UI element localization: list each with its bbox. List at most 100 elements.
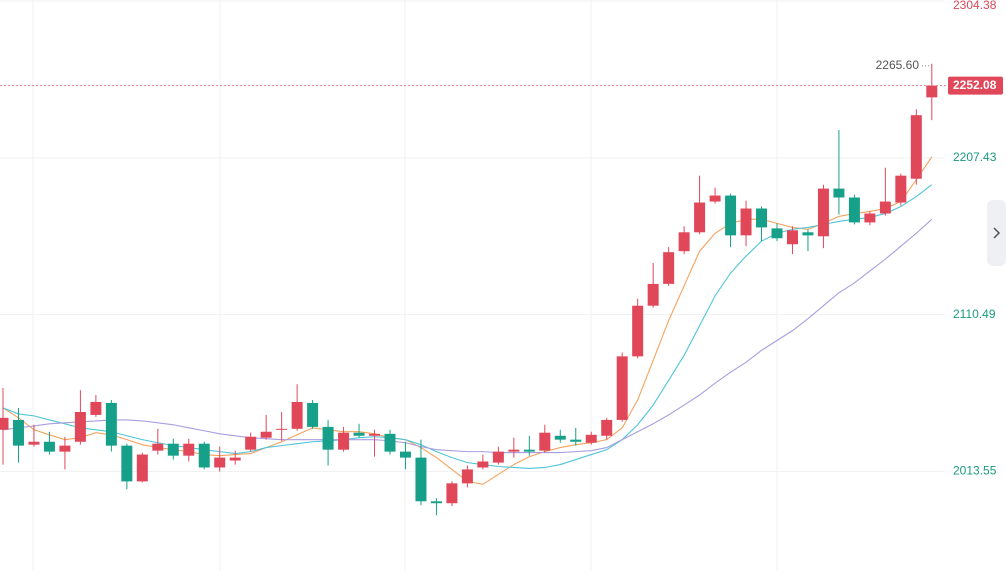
- candle: [477, 454, 489, 470]
- candle: [415, 439, 427, 506]
- candle-body: [43, 441, 55, 452]
- candle-body: [492, 451, 504, 463]
- candle-body: [28, 441, 40, 445]
- nav-chevron[interactable]: [993, 227, 1001, 239]
- candle: [601, 417, 613, 440]
- candle: [245, 432, 257, 452]
- candle-body: [740, 208, 752, 236]
- candle-body: [446, 483, 458, 504]
- candle-body: [725, 195, 737, 236]
- candle-body: [709, 195, 721, 202]
- candle-body: [554, 435, 566, 440]
- candle-body: [245, 436, 257, 450]
- candle-body: [926, 85, 938, 98]
- candle-body: [756, 208, 768, 228]
- candle-body: [369, 433, 381, 436]
- y-tick-label: 2110.49: [953, 307, 996, 321]
- candle-body: [895, 175, 907, 203]
- candle: [895, 173, 907, 206]
- candle-body: [817, 188, 829, 237]
- candle: [384, 429, 396, 455]
- candle-body: [864, 213, 876, 223]
- candle-body: [183, 443, 195, 456]
- candle: [523, 435, 535, 456]
- candle: [879, 167, 891, 216]
- candle-body: [291, 401, 303, 429]
- candle: [399, 441, 411, 470]
- candle-body: [601, 419, 613, 436]
- candle: [214, 446, 226, 472]
- candle-body: [214, 457, 226, 468]
- candle-body: [430, 501, 442, 504]
- candle: [59, 436, 71, 470]
- candle: [28, 424, 40, 447]
- candle-body: [198, 443, 210, 468]
- candle: [276, 411, 288, 441]
- candle-body: [384, 433, 396, 452]
- candle: [105, 400, 117, 452]
- candle: [74, 390, 86, 445]
- candle-body: [74, 411, 86, 442]
- candle-body: [260, 431, 272, 438]
- candle-body: [678, 232, 690, 252]
- annotation-label: 2265.60: [876, 58, 920, 72]
- candle: [260, 414, 272, 440]
- candle: [152, 428, 164, 455]
- candle-body: [663, 252, 675, 284]
- candle: [756, 206, 768, 242]
- candle: [616, 352, 628, 422]
- candle-body: [399, 451, 411, 458]
- candle: [12, 407, 24, 463]
- candle: [709, 187, 721, 204]
- candle-body: [0, 417, 9, 430]
- candle: [369, 429, 381, 457]
- candle-body: [461, 469, 473, 484]
- candle-body: [90, 401, 102, 415]
- candle-body: [152, 443, 164, 451]
- candle: [121, 443, 133, 490]
- candle: [554, 429, 566, 443]
- candle: [647, 263, 659, 308]
- candle: [910, 109, 922, 185]
- candle-body: [786, 230, 798, 245]
- candle: [0, 388, 9, 465]
- candle-body: [105, 402, 117, 446]
- y-tick-label: 2013.55: [953, 464, 997, 478]
- candle-body: [229, 457, 241, 461]
- candle-body: [307, 402, 319, 427]
- candle-body: [415, 457, 427, 502]
- candle-body: [585, 434, 597, 443]
- candle: [926, 63, 938, 121]
- candle: [833, 130, 845, 215]
- nav-button[interactable]: [987, 200, 1006, 266]
- nav-button-bg[interactable]: [987, 200, 1006, 266]
- candle-body: [616, 356, 628, 420]
- candle: [338, 426, 350, 452]
- candle: [539, 424, 551, 453]
- candle-body: [276, 428, 288, 430]
- candle: [678, 226, 690, 255]
- candle: [725, 193, 737, 248]
- candle: [663, 247, 675, 286]
- candle-body: [338, 432, 350, 450]
- candle: [446, 481, 458, 507]
- candle: [740, 200, 752, 247]
- candle: [864, 211, 876, 226]
- current-price-box: [948, 76, 1003, 95]
- candle-body: [121, 445, 133, 482]
- candle: [492, 446, 504, 465]
- candle: [771, 223, 783, 242]
- ma-line: [2, 156, 933, 485]
- candle-body: [59, 445, 71, 452]
- candle-body: [848, 197, 860, 223]
- candle-body: [694, 202, 706, 233]
- candle: [817, 184, 829, 249]
- candle: [167, 438, 179, 460]
- candle: [353, 423, 365, 438]
- candle: [786, 226, 798, 255]
- candle-body: [136, 454, 148, 482]
- candle-body: [833, 188, 845, 198]
